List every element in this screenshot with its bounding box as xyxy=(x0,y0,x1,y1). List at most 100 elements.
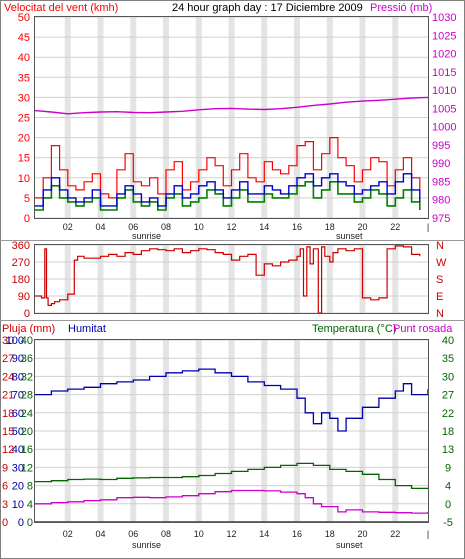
wind-panel-x-ticks: 02 04 06 08 10 12 14 16 18 20 22 | xyxy=(63,222,429,232)
rain-tick-label: 3 xyxy=(2,499,8,511)
rain-tick-label: 21 xyxy=(2,390,14,402)
humidity-tick-label: 70 xyxy=(12,390,24,402)
hour-tick-label: 14 xyxy=(259,222,269,232)
temperature-left-tick-label: 32 xyxy=(21,371,33,383)
wind-tick-label: 10 xyxy=(18,173,30,185)
pressure-tick-label: 1005 xyxy=(432,103,456,115)
direction-tick-label: 360 xyxy=(12,240,30,252)
humidity-panel-plot-border xyxy=(34,339,429,523)
humidity-tick-label: 20 xyxy=(12,481,24,493)
direction-tick-label: 90 xyxy=(18,291,30,303)
pressure-tick-label: 1030 xyxy=(432,12,456,24)
rain-title: Pluja (mm) xyxy=(2,323,55,335)
direction-tick-label: 0 xyxy=(24,308,30,320)
hour-tick-label: 08 xyxy=(161,222,171,232)
pressure-tick-label: 1015 xyxy=(432,67,456,79)
humidity-tick-label: 90 xyxy=(12,353,24,365)
hour-tick-label: 16 xyxy=(292,222,302,232)
graph-title: 24 hour graph day : 17 Diciembre 2009 xyxy=(172,2,363,14)
pressure-tick-label: 990 xyxy=(432,158,450,170)
sunrise-label-1: sunrise xyxy=(132,231,161,241)
sunset-label-2: sunset xyxy=(336,540,363,550)
humidity-tick-label: 0 xyxy=(18,517,24,529)
temperature-right-tick-label: 22 xyxy=(442,408,454,420)
compass-label: W xyxy=(436,257,447,269)
wind-tick-label: 25 xyxy=(18,113,30,125)
direction-panel-plot-border xyxy=(34,244,429,314)
wind-tick-label: 35 xyxy=(18,72,30,84)
temperature-line xyxy=(35,462,429,490)
hour-tick-label: 22 xyxy=(390,529,400,539)
hour-tick-label: 14 xyxy=(259,529,269,539)
hour-tick-label: 18 xyxy=(325,222,335,232)
hour-tick-label: 12 xyxy=(226,222,236,232)
temperature-right-tick-label: 0 xyxy=(445,499,451,511)
pressure-tick-label: 1025 xyxy=(432,30,456,42)
temperature-left-tick-label: 16 xyxy=(21,444,33,456)
temperature-right-tick-label: 40 xyxy=(442,335,454,347)
series-line-3 xyxy=(34,96,429,115)
pressure-title: Pressió (mb) xyxy=(370,2,432,14)
direction-tick-label: 180 xyxy=(12,274,30,286)
temperature-left-tick-label: 40 xyxy=(21,335,33,347)
temperature-right-tick-label: 9 xyxy=(445,462,451,474)
rain-tick-label: 18 xyxy=(2,408,14,420)
hour-tick-label: 08 xyxy=(161,529,171,539)
hour-tick-label: 04 xyxy=(95,529,105,539)
hour-tick-label: 06 xyxy=(128,222,138,232)
rain-tick-label: 12 xyxy=(2,444,14,456)
temperature-left-tick-label: 0 xyxy=(27,517,33,529)
dewpoint-line xyxy=(35,489,429,514)
hour-tick-label: 02 xyxy=(63,529,73,539)
pressure-axis-ticks: 1030 1025 1020 1015 1010 1005 1000 995 990 985 980… xyxy=(432,12,456,225)
rain-tick-label: 9 xyxy=(2,462,8,474)
wind-tick-label: 5 xyxy=(24,193,30,205)
temperature-right-tick-label: 30 xyxy=(442,371,454,383)
hour-tick-label: 20 xyxy=(357,222,367,232)
hour-tick-label: 20 xyxy=(357,529,367,539)
hour-tick-label: 02 xyxy=(63,222,73,232)
pressure-tick-label: 995 xyxy=(432,140,450,152)
wind-tick-label: 0 xyxy=(24,213,30,225)
wind-tick-label: 40 xyxy=(18,52,30,64)
compass-label: S xyxy=(436,274,443,286)
direction-tick-label: 270 xyxy=(12,257,30,269)
compass-label: N xyxy=(436,240,444,252)
hour-tick-label: 22 xyxy=(390,222,400,232)
rain-tick-label: 6 xyxy=(2,481,8,493)
humidity-tick-label: 60 xyxy=(12,408,24,420)
series-line-2 xyxy=(35,173,421,207)
wind-tick-label: 45 xyxy=(18,32,30,44)
hour-tick-label: | xyxy=(427,529,429,539)
wind-tick-label: 15 xyxy=(18,153,30,165)
temperature-right-tick-label: 18 xyxy=(442,426,454,438)
rain-tick-label: 27 xyxy=(2,353,14,365)
wind-tick-label: 50 xyxy=(18,12,30,24)
humidity-line xyxy=(35,368,429,432)
temperature-left-tick-label: 20 xyxy=(21,426,33,438)
direction-line xyxy=(35,245,421,314)
sunset-label-1: sunset xyxy=(336,231,363,241)
wind-panel-series xyxy=(34,96,429,211)
compass-label: N xyxy=(436,308,444,320)
hour-tick-label: 16 xyxy=(292,529,302,539)
pressure-tick-label: 1000 xyxy=(432,122,456,134)
hour-tick-label: | xyxy=(427,222,429,232)
humidity-tick-label: 50 xyxy=(12,426,24,438)
pressure-tick-label: 980 xyxy=(432,195,450,207)
temperature-right-tick-label: 27 xyxy=(442,390,454,402)
temperature-right-tick-label: 13 xyxy=(442,444,454,456)
temperature-left-tick-label: 8 xyxy=(27,481,33,493)
wind-title: Velocitat del vent (kmh) xyxy=(4,2,118,14)
hour-tick-label: 10 xyxy=(194,529,204,539)
series-line-0 xyxy=(35,137,421,199)
pressure-tick-label: 975 xyxy=(432,213,450,225)
temperature-left-tick-label: 24 xyxy=(21,408,33,420)
hour-tick-label: 10 xyxy=(194,222,204,232)
